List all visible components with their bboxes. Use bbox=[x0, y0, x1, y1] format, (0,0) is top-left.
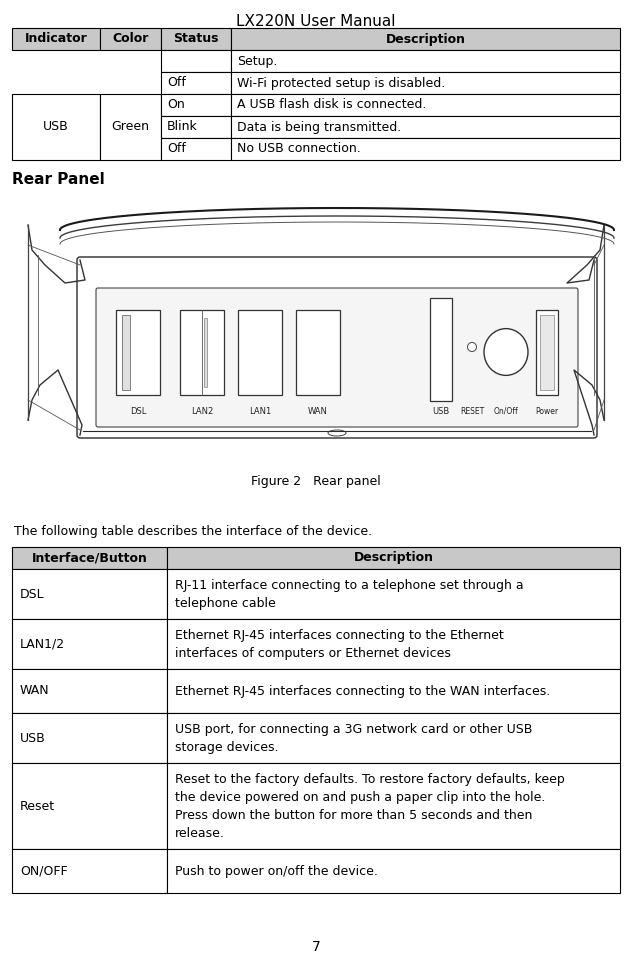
Text: Press down the button for more than 5 seconds and then: Press down the button for more than 5 se… bbox=[175, 809, 532, 822]
Bar bbox=[161, 72, 231, 94]
Text: release.: release. bbox=[175, 827, 225, 840]
Text: DSL: DSL bbox=[20, 587, 45, 601]
Bar bbox=[12, 713, 167, 763]
Ellipse shape bbox=[484, 329, 528, 376]
Text: RESET: RESET bbox=[460, 407, 484, 415]
Bar bbox=[536, 310, 558, 395]
Text: storage devices.: storage devices. bbox=[175, 741, 279, 754]
Text: 7: 7 bbox=[312, 940, 320, 954]
Text: Indicator: Indicator bbox=[25, 33, 87, 45]
Bar bbox=[167, 669, 620, 713]
Text: USB: USB bbox=[20, 731, 46, 745]
Bar bbox=[12, 849, 167, 893]
Bar bbox=[167, 619, 620, 669]
Bar bbox=[161, 50, 231, 72]
Text: Off: Off bbox=[167, 142, 186, 156]
Text: Description: Description bbox=[386, 33, 465, 45]
Bar bbox=[231, 138, 620, 160]
Text: The following table describes the interface of the device.: The following table describes the interf… bbox=[14, 525, 372, 538]
Bar bbox=[100, 94, 161, 160]
Bar bbox=[231, 72, 620, 94]
Bar bbox=[161, 28, 231, 50]
Text: Data is being transmitted.: Data is being transmitted. bbox=[237, 120, 401, 134]
Text: DSL: DSL bbox=[130, 407, 146, 415]
Text: USB port, for connecting a 3G network card or other USB: USB port, for connecting a 3G network ca… bbox=[175, 723, 532, 736]
Text: telephone cable: telephone cable bbox=[175, 597, 276, 610]
Bar bbox=[180, 310, 224, 395]
Bar bbox=[12, 619, 167, 669]
Text: Setup.: Setup. bbox=[237, 55, 277, 67]
Text: USB: USB bbox=[43, 120, 69, 134]
Bar bbox=[12, 547, 167, 569]
Text: RJ-11 interface connecting to a telephone set through a: RJ-11 interface connecting to a telephon… bbox=[175, 579, 524, 592]
Text: Color: Color bbox=[112, 33, 149, 45]
Bar bbox=[167, 763, 620, 849]
Bar bbox=[167, 713, 620, 763]
Bar bbox=[238, 310, 282, 395]
Bar bbox=[161, 94, 231, 116]
Text: interfaces of computers or Ethernet devices: interfaces of computers or Ethernet devi… bbox=[175, 647, 451, 660]
Bar bbox=[540, 315, 554, 390]
Text: Power: Power bbox=[535, 407, 559, 415]
Text: WAN: WAN bbox=[308, 407, 328, 415]
Bar bbox=[204, 318, 207, 387]
Text: Off: Off bbox=[167, 77, 186, 89]
Text: Green: Green bbox=[112, 120, 150, 134]
Text: Ethernet RJ-45 interfaces connecting to the Ethernet: Ethernet RJ-45 interfaces connecting to … bbox=[175, 629, 504, 642]
Bar bbox=[167, 569, 620, 619]
Bar bbox=[12, 94, 100, 160]
Text: Rear Panel: Rear Panel bbox=[12, 172, 105, 187]
Text: LAN1: LAN1 bbox=[249, 407, 271, 415]
Bar bbox=[100, 28, 161, 50]
Bar bbox=[161, 138, 231, 160]
Text: Status: Status bbox=[173, 33, 219, 45]
Ellipse shape bbox=[328, 430, 346, 436]
Bar bbox=[231, 94, 620, 116]
Bar bbox=[231, 28, 620, 50]
Text: On: On bbox=[167, 98, 185, 111]
Bar bbox=[116, 310, 160, 395]
Bar bbox=[122, 315, 130, 390]
Text: WAN: WAN bbox=[20, 684, 50, 698]
FancyBboxPatch shape bbox=[77, 257, 597, 438]
Bar bbox=[231, 116, 620, 138]
Bar bbox=[12, 669, 167, 713]
Bar bbox=[12, 569, 167, 619]
Text: LX220N User Manual: LX220N User Manual bbox=[236, 14, 396, 29]
Text: A USB flash disk is connected.: A USB flash disk is connected. bbox=[237, 98, 426, 111]
Text: Reset to the factory defaults. To restore factory defaults, keep: Reset to the factory defaults. To restor… bbox=[175, 773, 565, 786]
Bar bbox=[167, 547, 620, 569]
Text: Wi-Fi protected setup is disabled.: Wi-Fi protected setup is disabled. bbox=[237, 77, 445, 89]
Text: Interface/Button: Interface/Button bbox=[32, 552, 147, 564]
Text: USB: USB bbox=[432, 407, 449, 415]
Text: No USB connection.: No USB connection. bbox=[237, 142, 361, 156]
Bar bbox=[167, 849, 620, 893]
Text: Description: Description bbox=[353, 552, 434, 564]
FancyBboxPatch shape bbox=[96, 288, 578, 427]
Bar bbox=[161, 116, 231, 138]
Bar bbox=[12, 28, 100, 50]
Text: Blink: Blink bbox=[167, 120, 198, 134]
Circle shape bbox=[468, 342, 477, 352]
Bar bbox=[430, 298, 452, 401]
Bar bbox=[12, 763, 167, 849]
Text: the device powered on and push a paper clip into the hole.: the device powered on and push a paper c… bbox=[175, 791, 545, 804]
Text: Ethernet RJ-45 interfaces connecting to the WAN interfaces.: Ethernet RJ-45 interfaces connecting to … bbox=[175, 684, 550, 698]
Text: On/Off: On/Off bbox=[494, 407, 518, 415]
Bar bbox=[231, 50, 620, 72]
Text: ON/OFF: ON/OFF bbox=[20, 865, 68, 877]
Text: Reset: Reset bbox=[20, 800, 55, 812]
Bar bbox=[296, 310, 340, 395]
Text: LAN1/2: LAN1/2 bbox=[20, 637, 65, 651]
Text: Push to power on/off the device.: Push to power on/off the device. bbox=[175, 865, 378, 877]
Text: LAN2: LAN2 bbox=[191, 407, 213, 415]
Text: Figure 2   Rear panel: Figure 2 Rear panel bbox=[251, 475, 381, 488]
